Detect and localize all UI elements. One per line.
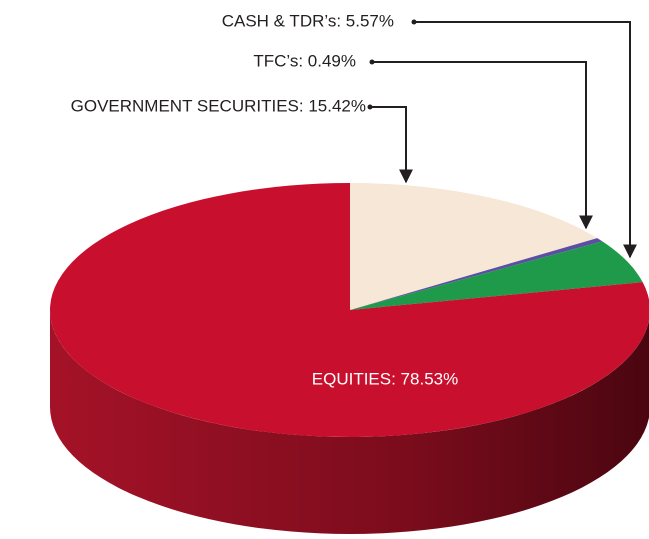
slice xyxy=(350,238,603,310)
callout-line xyxy=(414,21,637,259)
slice-side xyxy=(50,310,649,534)
callout-line xyxy=(370,106,413,184)
callout-label: TFC’s: 0.49% xyxy=(253,51,356,70)
callout-label: GOVERNMENT SECURITIES: 15.42% xyxy=(71,96,366,115)
slice xyxy=(350,241,643,310)
callout-label: CASH & TDR’s: 5.57% xyxy=(222,11,394,30)
slice xyxy=(350,183,598,310)
callout-line xyxy=(372,61,593,230)
slice-label: EQUITIES: 78.53% xyxy=(312,369,458,388)
slice xyxy=(50,183,649,437)
